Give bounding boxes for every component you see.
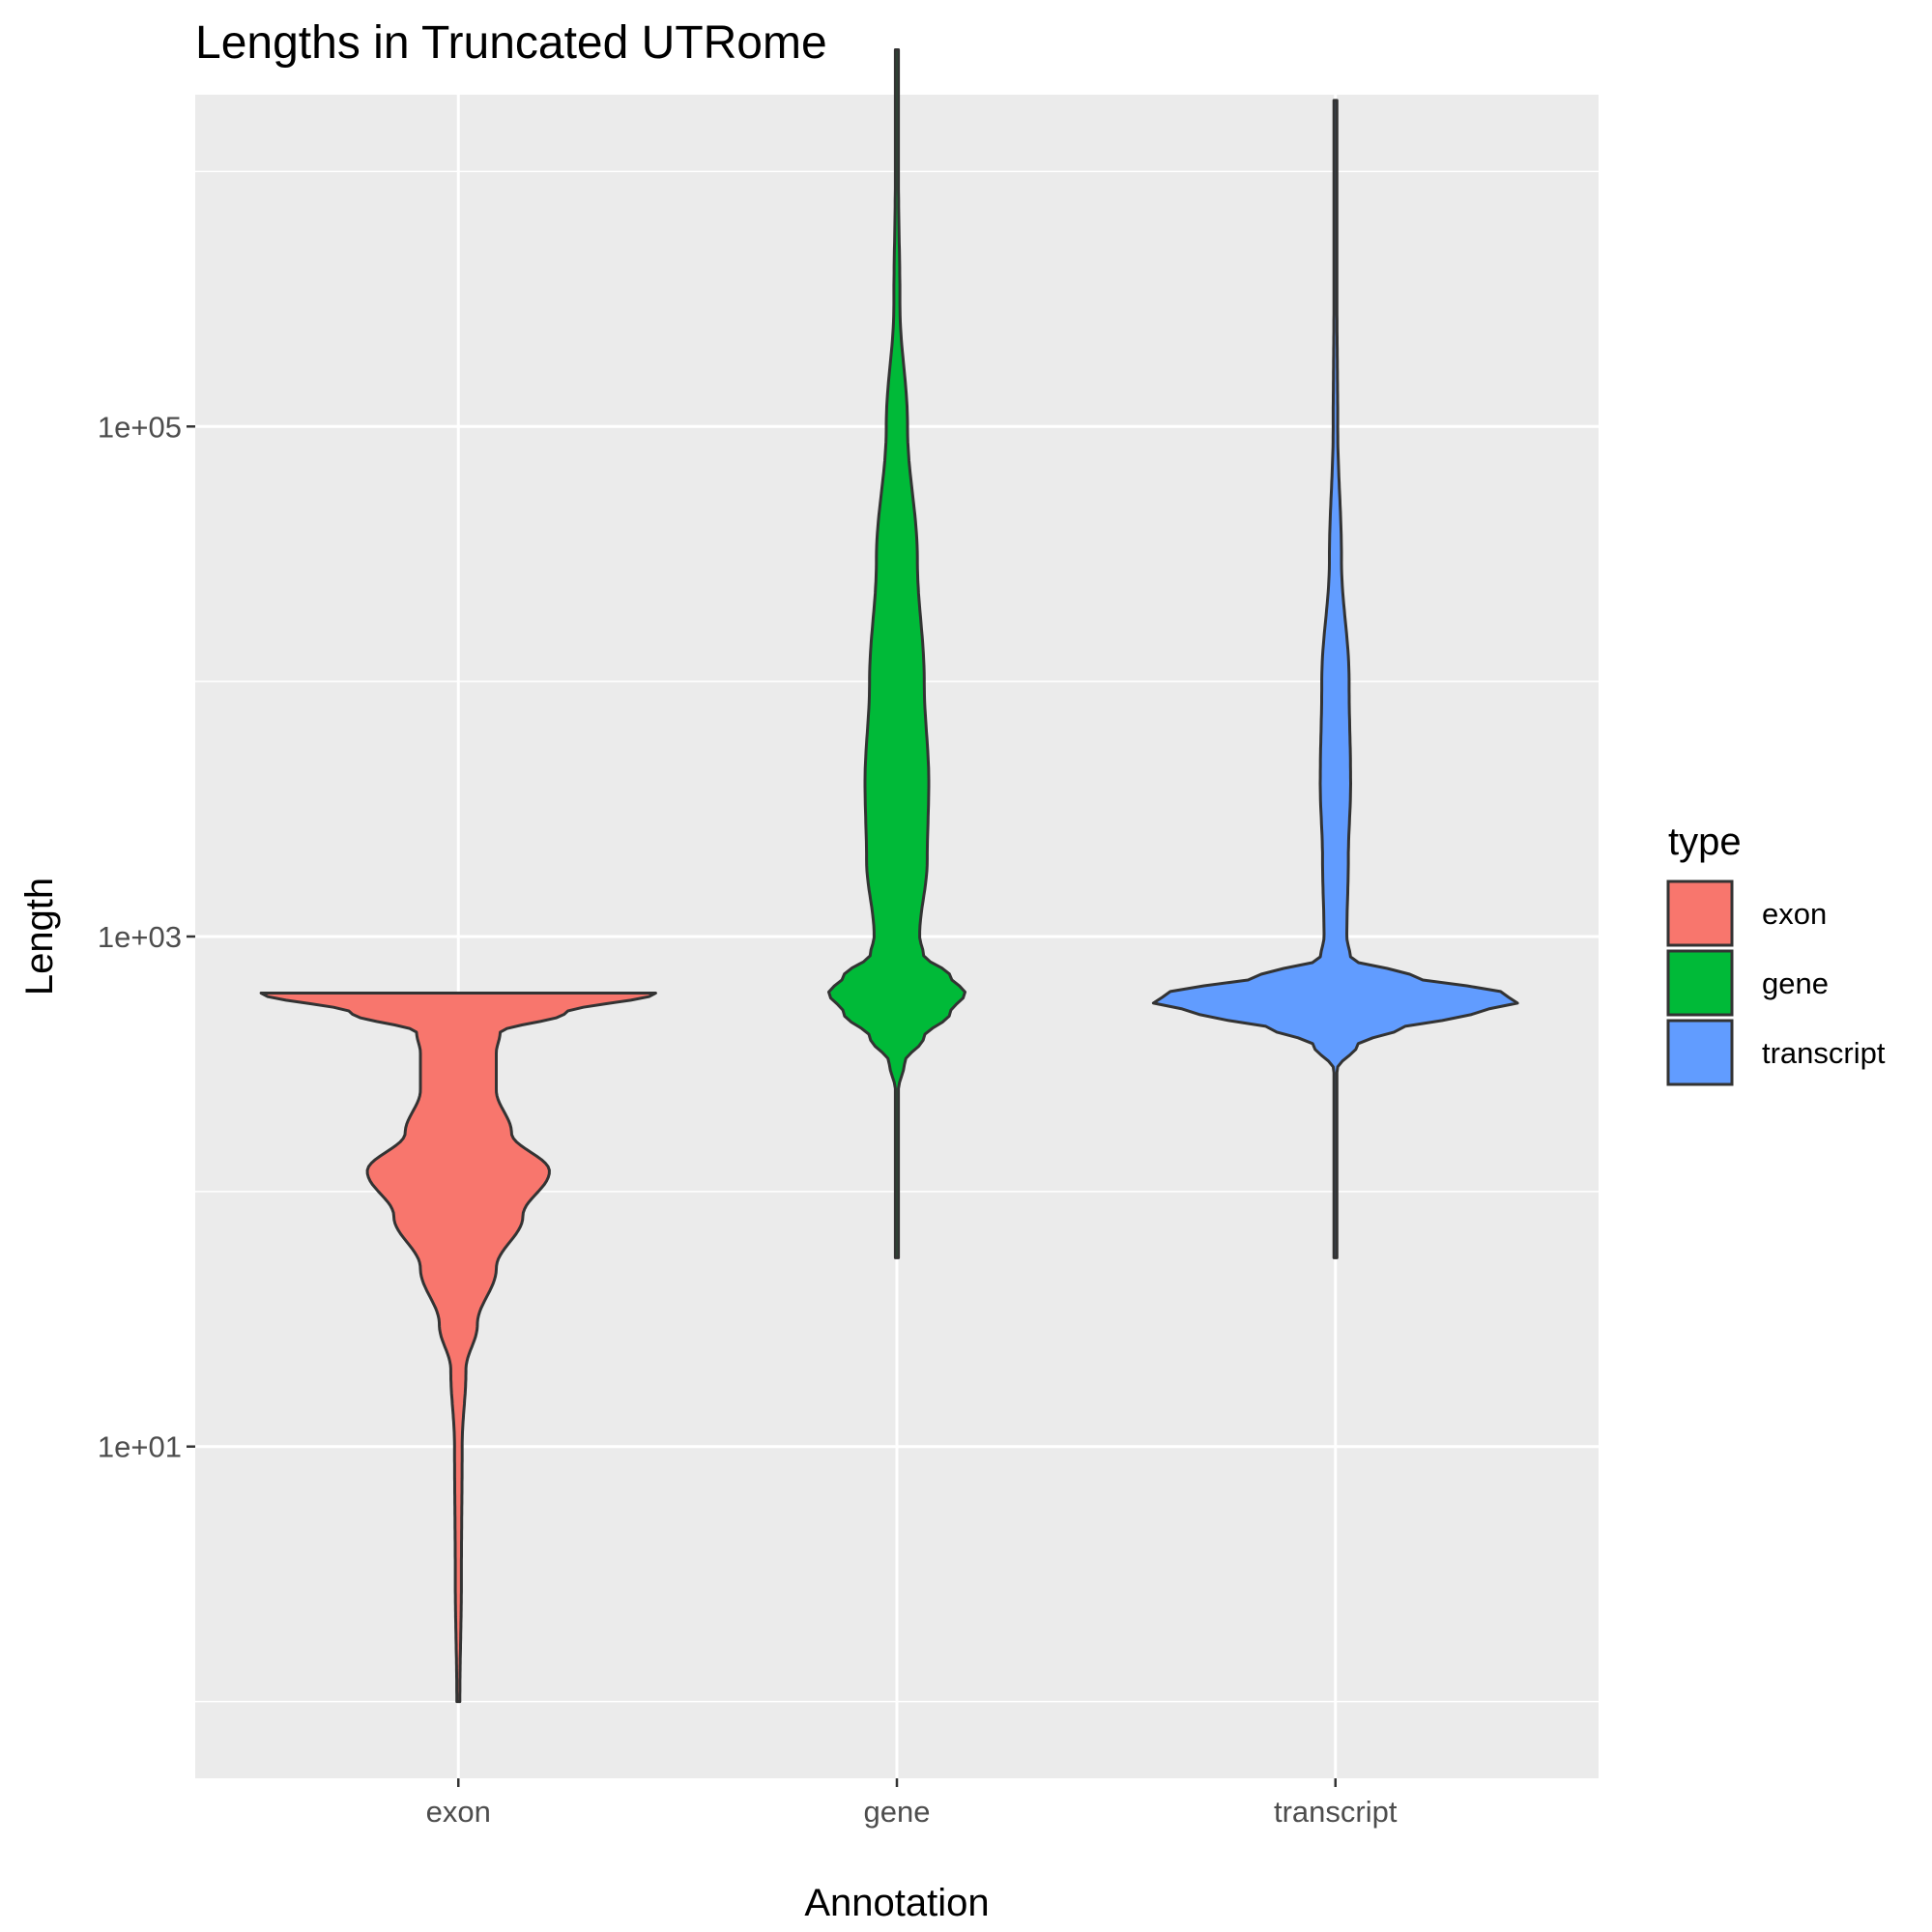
legend-label: exon [1762, 897, 1827, 931]
violin-gene [827, 48, 966, 1259]
y-tick-label: 1e+01 [98, 1430, 182, 1464]
legend-key-gene [1666, 949, 1734, 1017]
legend-label: gene [1762, 966, 1829, 1000]
legend-key-exon [1666, 879, 1734, 947]
y-tick-label: 1e+05 [98, 410, 182, 444]
y-axis-title: Length [18, 878, 61, 995]
x-tick-label: transcript [1274, 1795, 1398, 1829]
legend: type exon gene transcript [1666, 821, 1886, 1086]
violin-series [259, 48, 1519, 1704]
violin-exon [259, 992, 657, 1704]
x-tick-label: exon [426, 1795, 491, 1829]
legend-title: type [1668, 821, 1742, 863]
x-axis-title: Annotation [804, 1882, 989, 1924]
y-axis: 1e+01 1e+03 1e+05 [98, 410, 195, 1464]
legend-label: transcript [1762, 1036, 1886, 1070]
legend-key-transcript [1666, 1019, 1734, 1086]
legend-items: exon gene transcript [1666, 879, 1886, 1086]
violin-transcript [1151, 99, 1519, 1259]
y-tick-label: 1e+03 [98, 920, 182, 954]
chart-title: Lengths in Truncated UTRome [195, 17, 827, 69]
x-tick-label: gene [864, 1795, 931, 1829]
x-axis: exon gene transcript [426, 1778, 1398, 1829]
